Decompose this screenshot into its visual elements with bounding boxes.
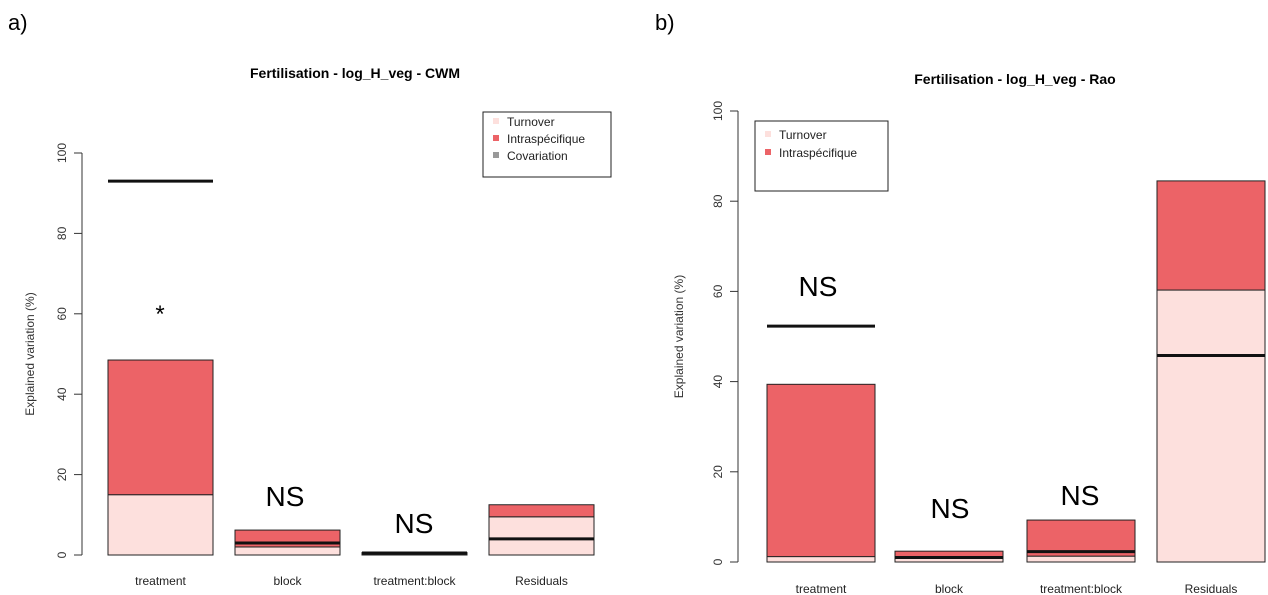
bar-turnover-Residuals [1156,289,1266,563]
category-label: treatment:block [1040,582,1123,595]
y-tick-label: 20 [55,468,69,482]
chart-title: Fertilisation - log_H_veg - CWM [250,65,460,81]
y-tick-label: 40 [55,387,69,401]
y-tick-label: 100 [711,101,725,121]
y-tick-label: 0 [711,558,725,565]
y-tick-label: 60 [711,284,725,298]
significance-label: * [155,301,164,328]
bar-turnover-Residuals [488,516,595,556]
significance-label: NS [1061,480,1100,511]
category-label: treatment [796,582,847,595]
legend-swatch [493,152,499,158]
legend: Turnover Intraspécifique Covariation [482,111,612,178]
bar-turnover-treatment-block [1026,555,1136,563]
legend-box [482,111,612,178]
significance-label: NS [799,271,838,302]
chart-title: Fertilisation - log_H_veg - Rao [914,71,1115,87]
legend-entry: Turnover [779,128,827,142]
legend-box [754,120,889,192]
legend-entry: Intraspécifique [779,146,857,160]
bar-intraspecific-treatment [107,359,214,496]
bar-intraspecific-Residuals [1156,180,1266,291]
y-tick-label: 40 [711,375,725,389]
significance-label: NS [266,481,305,512]
bar-turnover-treatment [107,494,214,556]
bar-turnover-block [234,546,341,556]
y-axis-label: Explained variation (%) [672,275,686,398]
legend-swatch [493,118,499,124]
y-tick-label: 20 [711,465,725,479]
category-label: Residuals [515,574,568,588]
significance-label: NS [395,508,434,539]
y-tick-label: 80 [711,194,725,208]
category-label: treatment [135,574,186,588]
legend-entry: Intraspécifique [507,132,585,146]
panel-a: a) Fertilisation - log_H_veg - CWM 0 20 40 60… [8,10,612,588]
panel-label: a) [8,10,28,35]
category-label: Residuals [1185,582,1238,595]
legend-entry: Turnover [507,115,555,129]
legend-entry: Covariation [507,149,568,163]
category-label: block [935,582,964,595]
y-tick-label: 100 [55,143,69,163]
legend-swatch [493,135,499,141]
y-tick-label: 0 [55,551,69,558]
category-label: treatment:block [373,574,456,588]
bar-intraspecific-Residuals [488,504,595,518]
y-tick-label: 80 [55,226,69,240]
bar-turnover-treatment [766,556,876,563]
category-label: block [273,574,302,588]
panel-b: b) Fertilisation - log_H_veg - Rao 0 20 40 60… [655,10,1266,595]
bar-intraspecific-treatment-block [1026,519,1136,557]
y-tick-label: 60 [55,307,69,321]
significance-label: NS [931,493,970,524]
bar-intraspecific-treatment [766,383,876,558]
y-axis-label: Explained variation (%) [23,292,37,415]
legend-swatch [765,131,771,137]
legend-swatch [765,149,771,155]
legend: Turnover Intraspécifique [754,120,889,192]
panel-label: b) [655,10,675,35]
